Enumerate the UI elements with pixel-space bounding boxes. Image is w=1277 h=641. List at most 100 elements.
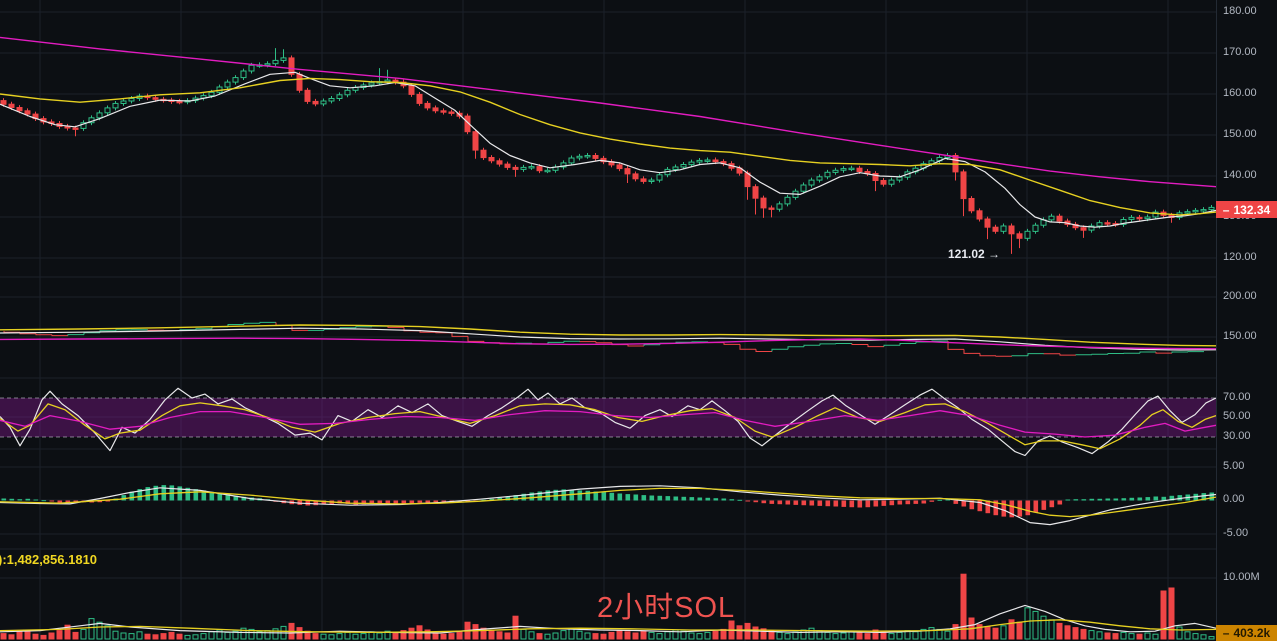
candle-body: [1096, 222, 1103, 227]
candle-body: [496, 160, 503, 165]
volume-bar: [752, 626, 759, 640]
candle-body: [304, 89, 311, 102]
volume-bar: [456, 631, 463, 640]
volume-bar: [952, 624, 959, 640]
macd-histogram-bar: [1113, 498, 1119, 501]
volume-bar: [736, 625, 743, 640]
volume-bar: [856, 631, 863, 640]
price-axis[interactable]: 180.00170.00160.00150.00140.00130.00120.…: [1216, 0, 1277, 641]
macd-histogram-bar: [1169, 495, 1175, 501]
volume-bar: [328, 634, 335, 640]
candle-body: [104, 107, 111, 114]
macd-histogram-bar: [713, 498, 719, 501]
macd-histogram-bar: [569, 489, 575, 501]
candle-body: [768, 207, 775, 210]
timeframe-symbol-watermark: 2小时SOL: [597, 592, 736, 624]
macd-histogram-bar: [441, 500, 447, 502]
volume-bar: [608, 631, 615, 640]
candle-body: [272, 59, 279, 65]
candle-body: [672, 166, 679, 170]
overview-step-segment: [51, 334, 68, 337]
macd-histogram-bar: [625, 494, 631, 501]
macd-histogram-bar: [25, 498, 31, 501]
overview-step-segment: [195, 328, 212, 330]
overview-step-segment: [547, 341, 564, 344]
candle-body: [408, 85, 415, 95]
macd-histogram-bar: [1137, 497, 1143, 501]
overview-step-segment: [819, 343, 836, 346]
volume-bar: [504, 632, 511, 640]
volume-bar: [696, 633, 703, 640]
volume-bar: [984, 626, 991, 640]
macd-histogram-bar: [1065, 499, 1071, 501]
overview-step-segment: [1027, 353, 1044, 356]
candle-body: [480, 149, 487, 159]
overview-step-segment: [755, 349, 772, 352]
macd-histogram-bar: [121, 495, 127, 501]
ma-mid-yellow: [0, 77, 1217, 216]
macd-histogram-bar: [953, 500, 959, 504]
macd-histogram-bar: [465, 500, 471, 502]
macd-histogram-bar: [977, 500, 983, 512]
overview-step-segment: [563, 340, 580, 343]
volume-bar: [432, 632, 439, 640]
candle-body: [448, 111, 455, 114]
macd-histogram-bar: [393, 500, 399, 505]
candle-body: [808, 179, 815, 186]
macd-histogram-bar: [721, 498, 727, 501]
ma-fast-white: [0, 71, 1217, 228]
volume-bar: [1048, 619, 1055, 640]
candle-body: [1008, 225, 1015, 235]
macd-histogram-bar: [913, 500, 919, 504]
volume-bar: [344, 631, 351, 640]
macd-histogram-bar: [537, 491, 543, 501]
candle-body: [1032, 224, 1039, 232]
candle-body: [264, 63, 271, 66]
volume-bar: [96, 621, 103, 640]
macd-histogram-bar: [217, 493, 223, 501]
macd-histogram-bar: [617, 493, 623, 501]
volume-bar: [1160, 590, 1167, 640]
volume-bar: [976, 624, 983, 640]
candle-body: [656, 174, 663, 181]
overview-step-segment: [1139, 351, 1156, 354]
candle-body: [984, 218, 991, 228]
ov-ma-magenta: [0, 337, 1217, 350]
axis-tick-label: 170.00: [1223, 46, 1257, 58]
macd-histogram-bar: [1025, 500, 1031, 516]
macd-histogram-bar: [929, 500, 935, 502]
macd-histogram-bar: [201, 490, 207, 501]
volume-bar: [424, 629, 431, 640]
macd-histogram-bar: [1057, 500, 1063, 505]
macd-histogram-bar: [377, 500, 383, 504]
candle-body: [648, 179, 655, 183]
candle-body: [1104, 222, 1111, 225]
macd-histogram-bar: [225, 494, 231, 501]
candle-body: [152, 97, 159, 100]
candle-body: [992, 226, 999, 232]
candle-body: [896, 176, 903, 181]
overview-step-segment: [67, 334, 84, 336]
macd-histogram-bar: [417, 500, 423, 503]
macd-histogram-bar: [825, 500, 831, 507]
overview-step-segment: [595, 341, 612, 344]
macd-histogram-bar: [729, 499, 735, 501]
volume-bar: [160, 633, 167, 640]
volume-bar: [192, 634, 199, 640]
axis-tick-label: 150.00: [1223, 128, 1257, 140]
axis-tick-label: 5.00: [1223, 460, 1245, 472]
candle-body: [248, 64, 255, 72]
volume-bar: [264, 630, 271, 640]
price-tick-dash: –: [1222, 202, 1230, 217]
candle-body: [288, 57, 295, 75]
candle-body: [232, 77, 239, 83]
overview-step-segment: [1091, 353, 1108, 355]
volume-bar: [144, 633, 151, 640]
axis-tick-label: 160.00: [1223, 87, 1257, 99]
candle-body: [72, 127, 79, 130]
volume-bar: [88, 618, 95, 640]
candle-body: [888, 179, 895, 185]
macd-histogram-bar: [1161, 496, 1167, 501]
